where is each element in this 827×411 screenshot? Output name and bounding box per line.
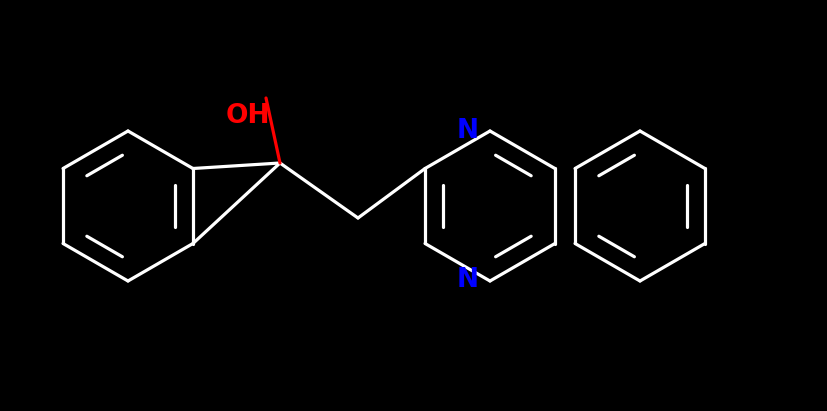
Text: N: N (457, 118, 479, 144)
Text: OH: OH (226, 103, 270, 129)
Text: N: N (457, 267, 479, 293)
